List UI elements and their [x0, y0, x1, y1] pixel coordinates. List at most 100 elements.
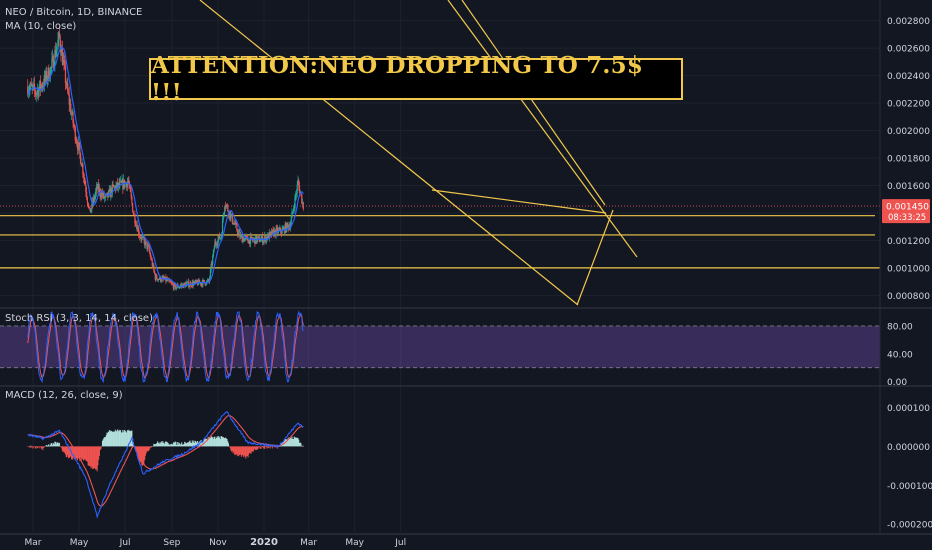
macd-histogram-bar — [120, 432, 122, 447]
candle — [238, 231, 240, 233]
candle — [245, 236, 247, 237]
macd-histogram-bar — [262, 446, 264, 447]
candle — [135, 223, 137, 226]
macd-histogram-bar — [250, 446, 252, 454]
macd-histogram-bar — [98, 446, 100, 460]
stoch-axis-label: 0.00 — [887, 378, 907, 388]
stoch-band — [0, 325, 880, 368]
candle — [208, 279, 210, 282]
macd-histogram-bar — [146, 446, 148, 452]
candle — [151, 260, 153, 267]
macd-histogram-bar — [87, 446, 89, 466]
candle — [54, 50, 56, 66]
macd-histogram-bar — [113, 431, 115, 447]
macd-histogram-bar — [179, 444, 181, 447]
candle — [67, 91, 70, 95]
candle — [119, 181, 121, 187]
candle — [95, 186, 98, 192]
macd-histogram-bar — [302, 445, 304, 447]
macd-histogram-bar — [286, 439, 288, 447]
candle — [58, 32, 61, 36]
macd-histogram-bar — [167, 442, 169, 447]
candle — [224, 206, 227, 208]
candle — [127, 181, 129, 183]
time-axis-label: Jul — [394, 538, 406, 548]
macd-histogram-bar — [227, 441, 229, 447]
candle — [219, 237, 221, 240]
macd-histogram-bar — [224, 438, 226, 447]
macd-histogram-bar — [258, 446, 260, 448]
macd-histogram-bar — [95, 446, 97, 470]
candle — [253, 238, 255, 240]
candle — [242, 238, 244, 243]
candle — [47, 67, 49, 79]
candle — [95, 191, 97, 196]
candle — [170, 282, 172, 284]
macd-histogram-bar — [215, 438, 217, 447]
candle — [231, 213, 233, 223]
candle — [146, 242, 148, 249]
macd-histogram-bar — [255, 446, 257, 451]
candle — [295, 194, 297, 197]
macd-histogram-bar — [194, 440, 196, 447]
candle — [207, 279, 209, 281]
macd-histogram-bar — [82, 446, 84, 460]
macd-histogram-bar — [43, 446, 45, 448]
stoch-rsi-pane — [0, 310, 880, 384]
macd-histogram-bar — [161, 442, 163, 447]
price-candles — [27, 26, 304, 291]
candle — [218, 235, 220, 240]
macd-histogram-bar — [192, 442, 194, 447]
candle — [140, 237, 142, 240]
candle — [55, 50, 57, 57]
bar-countdown: 08:33:25 — [888, 213, 926, 223]
candle — [86, 191, 88, 198]
macd-histogram-bar — [165, 441, 167, 447]
macd-histogram-bar — [168, 444, 170, 447]
macd-histogram-bar — [80, 446, 82, 458]
macd-histogram-bar — [292, 439, 294, 447]
macd-histogram-bar — [74, 446, 76, 460]
candle — [156, 275, 158, 279]
candle — [247, 240, 249, 244]
candle — [157, 279, 159, 281]
price-axis-label: 0.001000 — [887, 264, 930, 274]
macd-histogram-bar — [36, 446, 38, 447]
candle — [301, 194, 303, 204]
candle — [272, 229, 274, 231]
candle — [142, 236, 144, 238]
candle — [175, 284, 177, 289]
candle — [298, 180, 300, 186]
macd-histogram-bar — [52, 445, 54, 447]
candle — [282, 228, 284, 230]
macd-histogram-bar — [174, 441, 176, 447]
macd-histogram-bar — [279, 446, 281, 447]
candle — [168, 279, 170, 281]
candle — [85, 185, 87, 192]
macd-histogram-bar — [40, 446, 42, 449]
macd-histogram-bar — [92, 446, 94, 470]
candle — [228, 211, 230, 216]
candle — [236, 224, 238, 231]
macd-histogram-bar — [223, 437, 225, 447]
macd-histogram-bar — [200, 440, 202, 447]
candle — [147, 245, 150, 246]
candle — [98, 184, 100, 192]
macd-histogram-bar — [265, 446, 267, 447]
candle — [285, 224, 287, 232]
macd-histogram-bar — [157, 443, 159, 447]
macd-histogram-bar — [211, 436, 213, 447]
macd-histogram-bar — [185, 442, 187, 447]
candle — [252, 239, 254, 241]
macd-histogram-bar — [254, 446, 256, 450]
candle — [155, 275, 157, 280]
candle — [276, 228, 278, 229]
candle — [203, 279, 205, 281]
candle — [141, 236, 143, 240]
macd-histogram-bar — [108, 431, 109, 447]
macd-histogram-bar — [249, 446, 251, 453]
candle — [159, 276, 162, 282]
candle — [169, 279, 171, 282]
macd-histogram-bar — [64, 446, 66, 453]
